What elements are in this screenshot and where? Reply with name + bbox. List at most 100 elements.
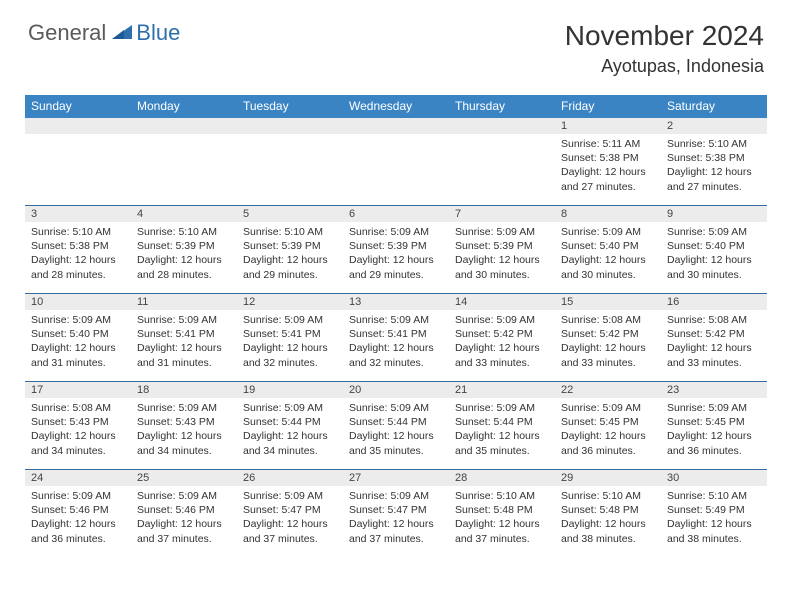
daylight-label: Daylight: [243, 518, 284, 530]
sunrise-value: 5:09 AM [72, 490, 111, 502]
day-number: 1 [555, 118, 661, 134]
daylight-label: Daylight: [243, 254, 284, 266]
sunset-label: Sunset: [349, 504, 385, 516]
day-number [343, 118, 449, 134]
sunrise-value: 5:09 AM [602, 226, 641, 238]
sunset-line: Sunset: 5:39 PM [243, 239, 337, 253]
sunset-label: Sunset: [455, 328, 491, 340]
sunset-label: Sunset: [137, 416, 173, 428]
day-number: 27 [343, 470, 449, 486]
sunrise-value: 5:09 AM [178, 490, 217, 502]
day-details: Sunrise: 5:09 AMSunset: 5:42 PMDaylight:… [449, 310, 555, 374]
day-details: Sunrise: 5:09 AMSunset: 5:45 PMDaylight:… [555, 398, 661, 462]
sunset-line: Sunset: 5:42 PM [561, 327, 655, 341]
day-number [237, 118, 343, 134]
sunset-line: Sunset: 5:49 PM [667, 503, 761, 517]
daylight-line: Daylight: 12 hours and 31 minutes. [31, 341, 125, 369]
calendar-cell: 8Sunrise: 5:09 AMSunset: 5:40 PMDaylight… [555, 206, 661, 294]
sunset-line: Sunset: 5:39 PM [137, 239, 231, 253]
day-details: Sunrise: 5:09 AMSunset: 5:44 PMDaylight:… [343, 398, 449, 462]
sunrise-line: Sunrise: 5:09 AM [243, 489, 337, 503]
calendar-cell: 28Sunrise: 5:10 AMSunset: 5:48 PMDayligh… [449, 470, 555, 558]
day-number: 30 [661, 470, 767, 486]
sunset-label: Sunset: [561, 328, 597, 340]
sunset-label: Sunset: [667, 152, 703, 164]
day-number: 4 [131, 206, 237, 222]
day-details: Sunrise: 5:09 AMSunset: 5:41 PMDaylight:… [343, 310, 449, 374]
calendar-cell [449, 118, 555, 206]
daylight-label: Daylight: [455, 430, 496, 442]
sunrise-value: 5:10 AM [72, 226, 111, 238]
calendar-row: 24Sunrise: 5:09 AMSunset: 5:46 PMDayligh… [25, 470, 767, 558]
daylight-label: Daylight: [667, 518, 708, 530]
day-details: Sunrise: 5:09 AMSunset: 5:40 PMDaylight:… [661, 222, 767, 286]
sunrise-line: Sunrise: 5:10 AM [667, 489, 761, 503]
day-number: 24 [25, 470, 131, 486]
sunrise-line: Sunrise: 5:09 AM [137, 489, 231, 503]
calendar-cell: 3Sunrise: 5:10 AMSunset: 5:38 PMDaylight… [25, 206, 131, 294]
sunset-value: 5:42 PM [494, 328, 533, 340]
sunrise-label: Sunrise: [31, 490, 70, 502]
sunset-line: Sunset: 5:45 PM [667, 415, 761, 429]
day-number: 9 [661, 206, 767, 222]
sunrise-value: 5:08 AM [708, 314, 747, 326]
daylight-line: Daylight: 12 hours and 35 minutes. [349, 429, 443, 457]
day-details: Sunrise: 5:09 AMSunset: 5:44 PMDaylight:… [237, 398, 343, 462]
sunset-value: 5:44 PM [282, 416, 321, 428]
daylight-line: Daylight: 12 hours and 33 minutes. [455, 341, 549, 369]
sunset-line: Sunset: 5:42 PM [667, 327, 761, 341]
daylight-line: Daylight: 12 hours and 37 minutes. [455, 517, 549, 545]
day-details: Sunrise: 5:09 AMSunset: 5:47 PMDaylight:… [343, 486, 449, 550]
daylight-line: Daylight: 12 hours and 36 minutes. [561, 429, 655, 457]
sunset-line: Sunset: 5:48 PM [561, 503, 655, 517]
day-details: Sunrise: 5:09 AMSunset: 5:45 PMDaylight:… [661, 398, 767, 462]
logo: General Blue [28, 20, 180, 46]
calendar-cell: 5 Sunrise: 5:10 AMSunset: 5:39 PMDaylight… [237, 206, 343, 294]
sunrise-line: Sunrise: 5:09 AM [455, 401, 549, 415]
daylight-label: Daylight: [667, 166, 708, 178]
sunrise-label: Sunrise: [561, 490, 600, 502]
calendar-cell: 4Sunrise: 5:10 AMSunset: 5:39 PMDaylight… [131, 206, 237, 294]
sunrise-line: Sunrise: 5:11 AM [561, 137, 655, 151]
sunset-line: Sunset: 5:38 PM [561, 151, 655, 165]
sunset-label: Sunset: [561, 240, 597, 252]
sunrise-line: Sunrise: 5:09 AM [667, 401, 761, 415]
daylight-label: Daylight: [561, 430, 602, 442]
sunset-line: Sunset: 5:48 PM [455, 503, 549, 517]
sunrise-value: 5:09 AM [284, 402, 323, 414]
sunset-label: Sunset: [561, 416, 597, 428]
sunset-value: 5:42 PM [706, 328, 745, 340]
sunset-value: 5:42 PM [600, 328, 639, 340]
daylight-line: Daylight: 12 hours and 33 minutes. [561, 341, 655, 369]
sunrise-label: Sunrise: [667, 226, 706, 238]
daylight-label: Daylight: [243, 342, 284, 354]
day-number: 22 [555, 382, 661, 398]
daylight-label: Daylight: [31, 254, 72, 266]
sunset-line: Sunset: 5:43 PM [31, 415, 125, 429]
sunrise-line: Sunrise: 5:08 AM [667, 313, 761, 327]
day-number: 5 [237, 206, 343, 222]
weekday-header: Friday [555, 95, 661, 118]
sunset-line: Sunset: 5:47 PM [349, 503, 443, 517]
sunset-label: Sunset: [667, 416, 703, 428]
sunrise-label: Sunrise: [137, 490, 176, 502]
day-number: 28 [449, 470, 555, 486]
sunrise-label: Sunrise: [243, 314, 282, 326]
sunset-value: 5:41 PM [388, 328, 427, 340]
day-details: Sunrise: 5:10 AMSunset: 5:38 PMDaylight:… [661, 134, 767, 198]
sunset-line: Sunset: 5:46 PM [137, 503, 231, 517]
sunrise-line: Sunrise: 5:09 AM [243, 313, 337, 327]
sunrise-line: Sunrise: 5:10 AM [243, 225, 337, 239]
sunrise-value: 5:10 AM [708, 138, 747, 150]
calendar-cell: 6Sunrise: 5:09 AMSunset: 5:39 PMDaylight… [343, 206, 449, 294]
day-details: Sunrise: 5:09 AMSunset: 5:41 PMDaylight:… [131, 310, 237, 374]
day-number: 7 [449, 206, 555, 222]
sunset-label: Sunset: [31, 240, 67, 252]
daylight-label: Daylight: [137, 430, 178, 442]
daylight-line: Daylight: 12 hours and 38 minutes. [561, 517, 655, 545]
sunrise-value: 5:09 AM [390, 226, 429, 238]
sunset-value: 5:46 PM [176, 504, 215, 516]
calendar-cell: 26Sunrise: 5:09 AMSunset: 5:47 PMDayligh… [237, 470, 343, 558]
calendar-table: Sunday Monday Tuesday Wednesday Thursday… [25, 95, 767, 558]
sunset-label: Sunset: [455, 416, 491, 428]
